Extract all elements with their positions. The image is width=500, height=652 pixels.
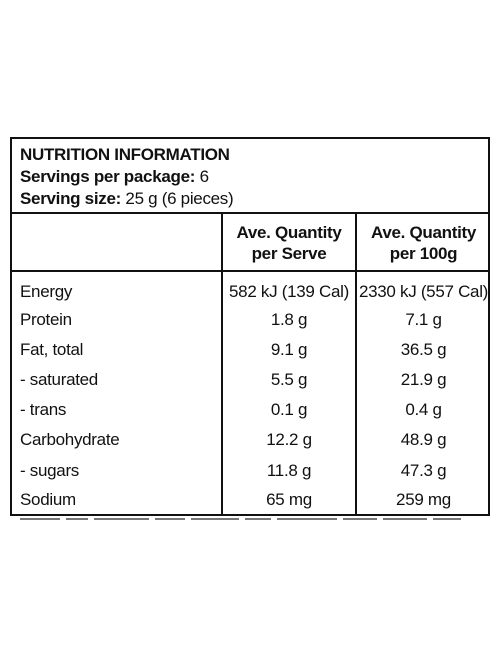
value-per-100g: 21.9 g — [400, 370, 447, 389]
column-header-per-100g: Ave. Quantity per 100g — [357, 222, 490, 264]
panel-title: NUTRITION INFORMATION — [20, 145, 230, 164]
value-per-serve: 1.8 g — [270, 310, 308, 329]
nutrient-name: Protein — [20, 310, 72, 329]
panel-header: NUTRITION INFORMATION Servings per packa… — [12, 139, 488, 214]
table-row: - sugars 11.8 g 47.3 g — [12, 456, 488, 486]
value-per-serve: 11.8 g — [266, 461, 312, 480]
value-per-serve: 0.1 g — [270, 400, 308, 419]
nutrient-name: - sugars — [20, 461, 80, 480]
value-per-100g: 0.4 g — [405, 400, 442, 419]
servings-value: 6 — [199, 167, 209, 186]
value-per-serve: 5.5 g — [270, 370, 308, 389]
column-header-row: Ave. Quantity per Serve Ave. Quantity pe… — [12, 212, 488, 272]
column-header-line: per 100g — [389, 244, 458, 263]
table-row: Fat, total 9.1 g 36.5 g — [12, 335, 488, 365]
table-row: Energy 582 kJ (139 Cal) 2330 kJ (557 Cal… — [12, 277, 488, 307]
table-row: - trans 0.1 g 0.4 g — [12, 395, 488, 425]
servings-per-package: Servings per package: 6 — [20, 167, 209, 187]
nutrient-name: Energy — [20, 282, 73, 301]
table-row: Sodium 65 mg 259 mg — [12, 485, 488, 515]
value-per-100g: 36.5 g — [400, 340, 447, 359]
cropped-footnote-text — [20, 518, 490, 521]
value-per-100g: 2330 kJ (557 Cal) — [358, 282, 489, 301]
value-per-serve: 65 mg — [266, 490, 312, 509]
nutrient-name: - trans — [20, 400, 67, 419]
nutrient-name: Fat, total — [20, 340, 84, 359]
column-header-per-serve: Ave. Quantity per Serve — [223, 222, 355, 264]
nutrition-panel: NUTRITION INFORMATION Servings per packa… — [10, 137, 490, 516]
value-per-100g: 48.9 g — [400, 430, 447, 449]
column-header-line: per Serve — [251, 244, 327, 263]
value-per-serve: 582 kJ (139 Cal) — [229, 282, 349, 301]
nutrient-name: Carbohydrate — [20, 430, 120, 449]
column-divider — [221, 212, 223, 516]
column-header-line: Ave. Quantity — [236, 223, 342, 242]
servings-label: Servings per package: — [20, 167, 196, 186]
value-per-100g: 7.1 g — [405, 310, 442, 329]
column-divider — [355, 212, 357, 516]
column-header-line: Ave. Quantity — [370, 223, 477, 242]
serving-size-label: Serving size: — [20, 189, 121, 208]
value-per-100g: 259 mg — [396, 490, 451, 509]
serving-size: Serving size: 25 g (6 pieces) — [20, 189, 234, 209]
serving-size-value: 25 g (6 pieces) — [125, 189, 234, 208]
nutrient-name: - saturated — [20, 370, 98, 389]
table-row: - saturated 5.5 g 21.9 g — [12, 365, 488, 395]
nutrient-name: Sodium — [20, 490, 76, 509]
table-row: Carbohydrate 12.2 g 48.9 g — [12, 425, 488, 455]
value-per-serve: 12.2 g — [266, 430, 312, 449]
table-row: Protein 1.8 g 7.1 g — [12, 305, 488, 335]
value-per-serve: 9.1 g — [270, 340, 308, 359]
value-per-100g: 47.3 g — [400, 461, 447, 480]
